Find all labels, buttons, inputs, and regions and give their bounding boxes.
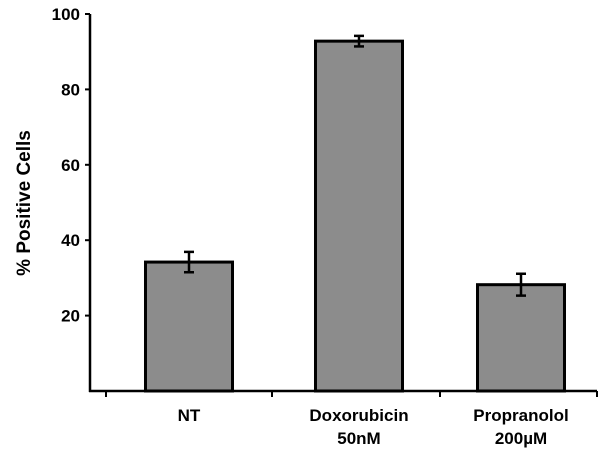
bars-layer bbox=[144, 39, 566, 393]
error-bar-3 bbox=[516, 272, 526, 297]
error-bar-1 bbox=[184, 250, 194, 274]
y-axis-title: % Positive Cells bbox=[14, 130, 35, 276]
x-categories: NT Doxorubicin 50nM Propranolol 200µM bbox=[178, 406, 569, 448]
error-bar-2 bbox=[354, 34, 364, 48]
category-label-1: NT bbox=[178, 406, 201, 425]
y-tick-label-40: 40 bbox=[61, 231, 80, 250]
category-sublabel-3: 200µM bbox=[495, 429, 547, 448]
y-tick-label-100: 100 bbox=[52, 5, 80, 24]
error-bars-layer bbox=[184, 34, 526, 297]
y-tick-label-60: 60 bbox=[61, 156, 80, 175]
category-label-2: Doxorubicin bbox=[309, 406, 408, 425]
bar-2 bbox=[314, 39, 404, 393]
bar-1 bbox=[144, 260, 234, 393]
axes bbox=[88, 14, 597, 393]
y-tick-label-80: 80 bbox=[61, 80, 80, 99]
category-label-3: Propranolol bbox=[473, 406, 568, 425]
category-sublabel-2: 50nM bbox=[337, 429, 380, 448]
bar-3 bbox=[476, 283, 566, 393]
y-tick-label-20: 20 bbox=[61, 307, 80, 326]
y-ticks: 20 40 60 80 100 bbox=[52, 5, 598, 397]
